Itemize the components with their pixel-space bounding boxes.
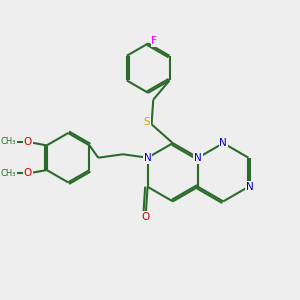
Text: F: F bbox=[152, 36, 157, 46]
Text: N: N bbox=[246, 182, 254, 192]
Text: O: O bbox=[24, 169, 32, 178]
Text: N: N bbox=[194, 153, 202, 163]
Text: N: N bbox=[219, 138, 227, 148]
Text: CH₃: CH₃ bbox=[1, 169, 16, 178]
Text: N: N bbox=[144, 153, 152, 163]
Text: O: O bbox=[142, 212, 150, 222]
Text: O: O bbox=[24, 137, 32, 147]
Text: CH₃: CH₃ bbox=[1, 137, 16, 146]
Text: S: S bbox=[143, 117, 150, 127]
